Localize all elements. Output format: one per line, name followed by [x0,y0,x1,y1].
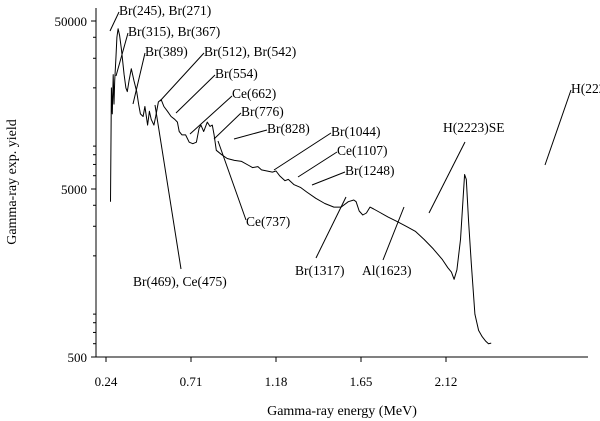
annotation-leader [132,52,146,105]
annotation-leader [315,196,347,259]
peak-label: H(2223) [571,81,600,96]
peak-label: H(2223)SE [443,120,505,135]
annotation-leader [109,11,120,32]
peak-annotations: Br(245), Br(271) Br(315), Br(367) Br(389) B… [109,3,600,289]
peak-label: Br(776) [241,104,284,119]
y-axis-title: Gamma-ray exp. yield [5,119,20,245]
annotation-leader [297,151,338,178]
x-ticks: 0.24 0.71 1.18 1.65 2.12 [95,357,458,389]
annotation-leader [189,95,233,135]
x-tick-label: 2.12 [435,374,458,389]
annotation-leader [273,132,332,171]
y-tick-label: 5000 [61,182,87,197]
x-axis-title: Gamma-ray energy (MeV) [267,404,417,419]
spectrum-line [110,28,492,345]
annotation-leader [159,52,205,102]
annotation-leader [175,74,216,114]
annotation-leader [544,89,572,166]
annotation-leader [233,129,268,140]
y-ticks: 500 5000 50000 [55,14,96,365]
axes [95,8,588,358]
peak-label: Ce(1107) [337,143,388,158]
peak-label: Br(1317) [295,263,345,278]
peak-label: Br(1248) [345,163,395,178]
peak-label: Ce(737) [246,214,290,229]
annotation-leader [382,206,405,261]
peak-label: Br(1044) [331,124,381,139]
annotation-leader [217,140,247,221]
annotation-leader [213,112,242,140]
peak-label: Br(315), Br(367) [128,24,220,39]
peak-label: Br(512), Br(542) [204,44,296,59]
y-tick-label: 50000 [55,14,88,29]
annotation-leader [311,171,346,186]
x-tick-label: 0.71 [180,374,203,389]
peak-label: Br(828) [267,121,310,136]
annotation-leader [115,32,129,77]
annotation-leader [154,104,182,270]
peak-label: Ce(662) [232,86,276,101]
peak-label: Br(469), Ce(475) [133,274,227,289]
annotation-leader [428,141,466,214]
peak-label: Br(245), Br(271) [119,3,211,18]
x-tick-label: 1.65 [350,374,373,389]
x-tick-label: 0.24 [95,374,118,389]
peak-label: Br(389) [145,44,188,59]
peak-label: Al(1623) [362,263,412,278]
x-tick-label: 1.18 [265,374,288,389]
peak-label: Br(554) [215,66,258,81]
y-tick-label: 500 [68,350,88,365]
